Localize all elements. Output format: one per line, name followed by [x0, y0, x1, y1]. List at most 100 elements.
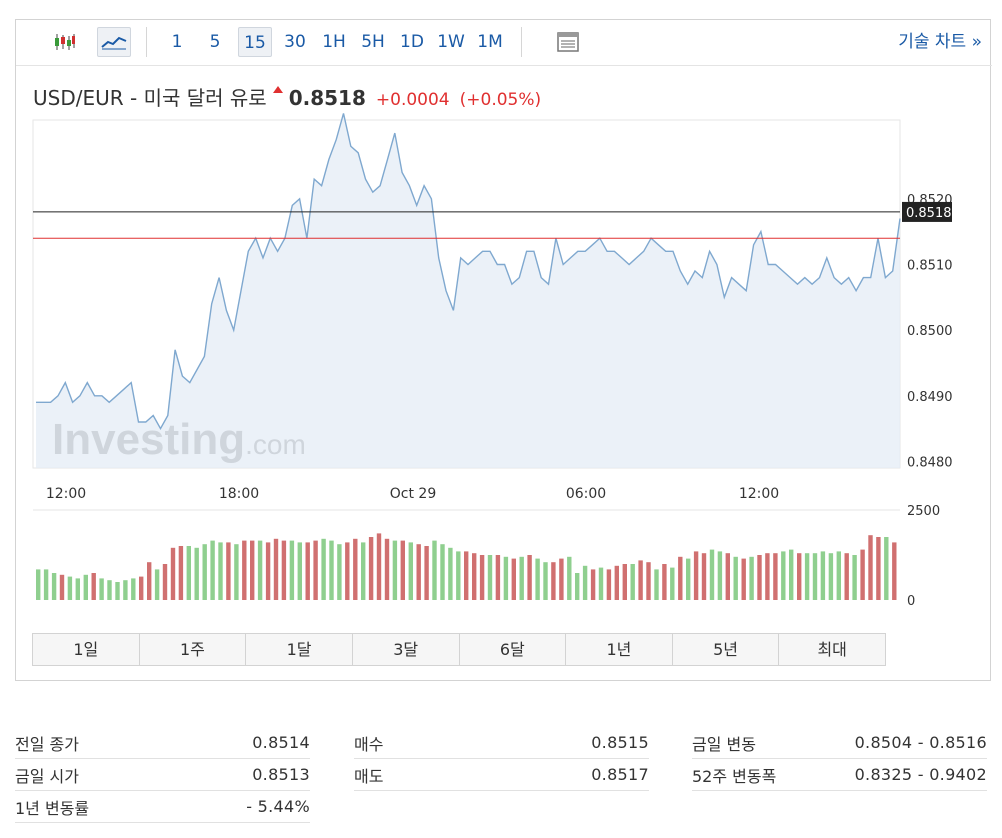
- volume-bar: [194, 547, 199, 600]
- stat-bid: 매수 0.8515: [354, 727, 649, 759]
- price-change: +0.0004: [375, 90, 450, 110]
- line-chart-icon[interactable]: [97, 27, 131, 57]
- volume-bar: [226, 542, 231, 600]
- volume-bar: [408, 542, 413, 600]
- volume-bar: [376, 533, 382, 600]
- volume-bar: [860, 549, 865, 600]
- volume-bar: [131, 578, 136, 600]
- interval-15[interactable]: 15: [238, 27, 272, 57]
- volume-bar: [503, 556, 509, 600]
- stat-day-range: 금일 변동 0.8504 - 0.8516: [692, 727, 987, 759]
- range-5y[interactable]: 5년: [672, 634, 780, 665]
- volume-bar: [495, 555, 501, 600]
- volume-bar: [511, 558, 516, 600]
- volume-bar: [337, 544, 342, 600]
- volume-bar: [582, 565, 588, 600]
- volume-bar: [717, 551, 723, 600]
- volume-bar: [630, 564, 635, 600]
- stat-open: 금일 시가 0.8513: [15, 759, 310, 791]
- volume-bar: [456, 551, 461, 600]
- volume-bar: [400, 540, 405, 600]
- current-price-tag: [902, 201, 952, 222]
- volume-bar: [265, 542, 271, 600]
- volume-bar: [115, 582, 120, 600]
- volume-bar: [305, 542, 310, 600]
- x-tick-label: 18:00: [219, 486, 259, 502]
- volume-bar: [535, 558, 540, 600]
- volume-bar: [432, 540, 437, 600]
- volume-bar: [123, 580, 128, 600]
- price-area-fill: [36, 113, 900, 469]
- volume-bar: [876, 537, 881, 600]
- range-3m[interactable]: 3달: [352, 634, 460, 665]
- stat-label: 매도: [354, 766, 384, 786]
- table-view-icon[interactable]: [554, 27, 582, 57]
- range-1y[interactable]: 1년: [566, 634, 673, 665]
- volume-bar: [487, 555, 493, 600]
- volume-bar: [638, 560, 643, 600]
- y-tick-label: 0.8480: [907, 455, 953, 470]
- volume-bar: [384, 538, 390, 600]
- price-chart[interactable]: Investing.com0.84800.84900.85000.85100.8…: [16, 20, 992, 620]
- volume-bar: [654, 569, 659, 600]
- chart-toolbar: 1 5 15 30 1H 5H 1D 1W 1M 기술 차트 »: [16, 20, 992, 66]
- volume-bar: [749, 556, 754, 600]
- technical-chart-link[interactable]: 기술 차트 »: [898, 32, 982, 52]
- volume-bar: [139, 576, 144, 600]
- interval-1w[interactable]: 1W: [437, 32, 465, 52]
- volume-bar: [107, 580, 112, 600]
- volume-bar: [242, 540, 247, 600]
- volume-bar: [733, 556, 738, 600]
- volume-bar: [646, 562, 651, 600]
- current-price-label: 0.8518: [906, 206, 952, 221]
- interval-1m[interactable]: 1M: [477, 32, 503, 52]
- interval-5h[interactable]: 5H: [361, 32, 385, 52]
- interval-1h[interactable]: 1H: [322, 32, 346, 52]
- stat-value: 0.8514: [252, 733, 310, 752]
- volume-bar: [622, 564, 627, 600]
- volume-bar: [178, 546, 184, 600]
- range-6m[interactable]: 6달: [459, 634, 567, 665]
- volume-bar: [448, 547, 453, 600]
- y-tick-label: 0.8510: [907, 258, 953, 273]
- interval-1d[interactable]: 1D: [400, 32, 424, 52]
- volume-bar: [464, 551, 469, 600]
- volume-bar: [670, 567, 675, 600]
- range-1m[interactable]: 1달: [246, 634, 353, 665]
- volume-bar: [693, 551, 699, 600]
- interval-1[interactable]: 1: [171, 32, 183, 52]
- volume-bar: [36, 569, 41, 600]
- volume-bar: [828, 553, 834, 600]
- stat-prev-close: 전일 종가 0.8514: [15, 727, 310, 759]
- volume-bar: [575, 573, 580, 600]
- volume-bar: [812, 553, 818, 600]
- range-1w[interactable]: 1주: [139, 634, 247, 665]
- volume-bar: [368, 537, 374, 600]
- stat-value: - 5.44%: [246, 797, 310, 816]
- volume-bar: [543, 562, 548, 600]
- volume-bar: [551, 562, 556, 600]
- volume-bar: [709, 549, 715, 600]
- volume-bar: [892, 542, 897, 600]
- volume-bar: [170, 547, 176, 600]
- volume-bar: [289, 540, 295, 600]
- last-price: 0.8518: [288, 86, 366, 110]
- range-max[interactable]: 최대: [779, 634, 885, 665]
- interval-30[interactable]: 30: [284, 32, 306, 52]
- volume-bar: [527, 555, 532, 600]
- volume-bar: [701, 553, 707, 600]
- candlestick-chart-icon[interactable]: [50, 27, 80, 57]
- stat-52w-range: 52주 변동폭 0.8325 - 0.9402: [692, 759, 987, 791]
- stat-label: 금일 시가: [15, 766, 79, 786]
- stat-label: 52주 변동폭: [692, 766, 777, 786]
- quote-header: USD/EUR - 미국 달러 유로 0.8518 +0.0004 (+0.05%): [33, 82, 541, 112]
- volume-bar: [210, 540, 215, 600]
- volume-bar: [424, 546, 429, 600]
- volume-bar: [353, 538, 358, 600]
- stat-label: 전일 종가: [15, 734, 79, 754]
- chart-widget: 1 5 15 30 1H 5H 1D 1W 1M 기술 차트 » USD/EUR…: [15, 19, 992, 681]
- volume-bar: [559, 558, 564, 600]
- interval-5[interactable]: 5: [209, 32, 221, 52]
- range-1d[interactable]: 1일: [33, 634, 140, 665]
- y-tick-label: 0.8490: [907, 390, 953, 405]
